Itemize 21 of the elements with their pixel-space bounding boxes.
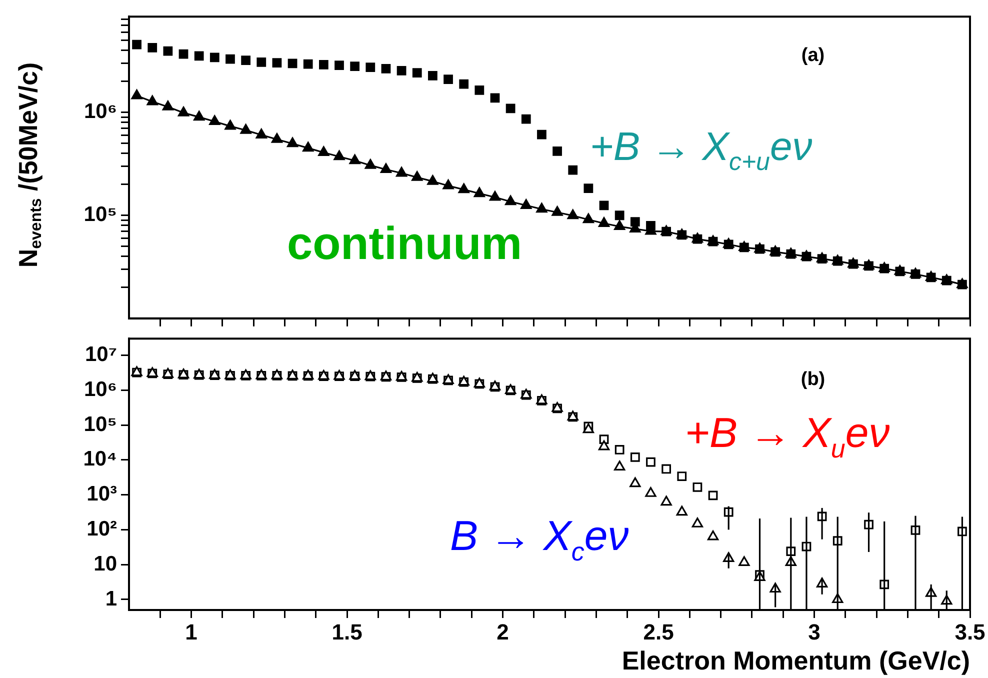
x-tick-label: 3 — [808, 619, 820, 644]
annotation: (b) — [800, 369, 826, 390]
x-tick-label: 1.5 — [332, 619, 362, 644]
y-tick-label: 10⁵ — [84, 203, 117, 226]
y-tick-label: 10³ — [86, 482, 117, 506]
y-tick-label: 1 — [105, 587, 118, 610]
y-tick-label: 10² — [86, 518, 117, 541]
x-tick-label: 2 — [496, 619, 509, 644]
x-tick-label: 2.5 — [643, 619, 674, 644]
x-axis-title: Electron Momentum (GeV/c) — [622, 646, 970, 676]
y-tick-label: 10 — [94, 552, 117, 576]
y-tick-label: 10⁶ — [84, 100, 117, 124]
y-tick-label: 10⁶ — [84, 378, 117, 401]
y-axis-title: Nevents /(50MeV/c) — [13, 62, 45, 268]
x-tick-label: 1 — [185, 619, 198, 644]
y-tick-label: 10⁷ — [84, 343, 117, 366]
x-tick-label: 3.5 — [954, 619, 986, 644]
annotation: continuum — [287, 217, 522, 269]
y-tick-label: 10⁴ — [83, 448, 117, 471]
annotation: (a) — [801, 45, 825, 66]
y-tick-label: 10⁵ — [84, 412, 117, 436]
